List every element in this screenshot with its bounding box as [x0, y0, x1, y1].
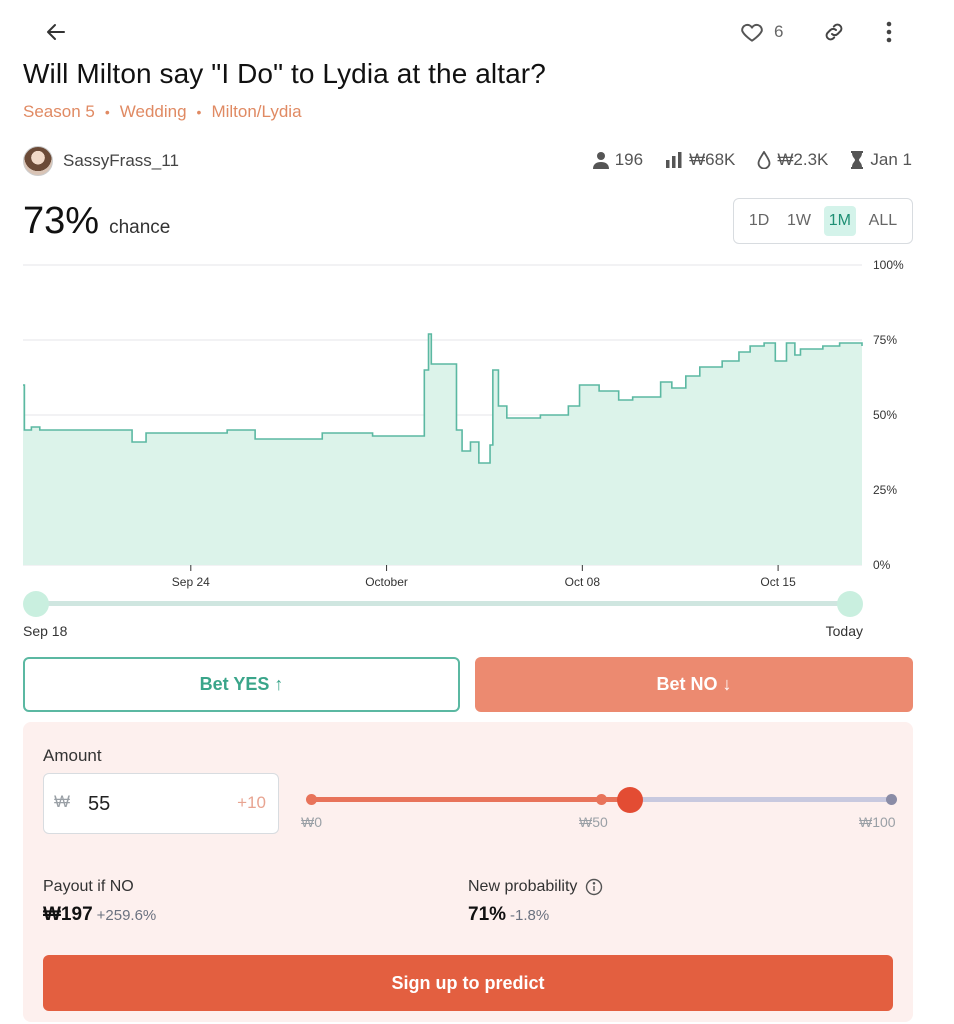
timeline-track[interactable]: [35, 601, 851, 606]
liquidity-value: ₩2.3K: [777, 150, 829, 169]
timeline-start-label: Sep 18: [23, 623, 68, 639]
timeline-start-handle[interactable]: [23, 591, 49, 617]
creator-name: SassyFrass_11: [63, 151, 179, 170]
slider-thumb[interactable]: [617, 787, 643, 813]
new-probability-label: New probability: [468, 878, 578, 895]
volume-stat: ₩68K: [665, 150, 735, 170]
probability-label: chance: [109, 217, 171, 238]
probability-value: 73%: [23, 200, 100, 242]
creator-avatar: [23, 146, 53, 176]
payout-display: ₩197 +259.6%: [43, 904, 156, 926]
amount-field[interactable]: ₩ +10: [43, 773, 279, 834]
market-stats: 196 ₩68K ₩2.3K Jan 1: [592, 150, 912, 170]
time-range-selector: 1D 1W 1M ALL: [733, 198, 913, 244]
tag-couple[interactable]: Milton/Lydia: [211, 102, 302, 121]
new-probability-display: 71% -1.8%: [468, 904, 549, 926]
slider-min-label: ₩0: [301, 814, 322, 830]
x-tick-label: October: [365, 575, 408, 589]
currency-symbol: ₩: [54, 792, 71, 811]
bet-yes-button[interactable]: Bet YES ↑: [23, 657, 460, 712]
amount-input[interactable]: [88, 786, 208, 822]
signup-button[interactable]: Sign up to predict: [43, 955, 893, 1011]
probability-chart: 100% 75% 50% 25% 0% Sep 24 October Oct 08 Oct 1…: [23, 258, 904, 589]
liquidity-stat: ₩2.3K: [757, 150, 828, 170]
slider-tick-50: [595, 794, 607, 805]
new-probability-heading: New probability: [468, 878, 603, 896]
slider-tick-0: [305, 794, 317, 805]
increment-button[interactable]: +10: [237, 793, 266, 812]
range-1m-button[interactable]: 1M: [823, 206, 856, 236]
heart-icon: [741, 23, 763, 42]
creator-link[interactable]: SassyFrass_11: [23, 146, 179, 176]
x-tick-label: Oct 15: [760, 575, 796, 589]
more-vertical-icon: [886, 21, 892, 43]
x-axis-labels: Sep 24 October Oct 08 Oct 15: [172, 565, 796, 589]
separator-dot: •: [196, 104, 202, 120]
droplet-icon: [757, 151, 771, 169]
amount-slider[interactable]: ₩0 ₩50 ₩100: [299, 780, 899, 840]
payout-label: Payout if NO: [43, 878, 134, 895]
close-date-stat: Jan 1: [850, 150, 912, 170]
new-probability-change: -1.8%: [510, 907, 550, 924]
hourglass-icon: [851, 151, 864, 169]
range-1w-button[interactable]: 1W: [787, 212, 811, 229]
market-title: Will Milton say "I Do" to Lydia at the a…: [23, 58, 546, 89]
back-button[interactable]: [40, 16, 72, 48]
info-icon[interactable]: [585, 878, 603, 896]
probability-area: [23, 334, 862, 565]
like-count: 6: [774, 22, 784, 41]
market-tags: Season 5 • Wedding • Milton/Lydia: [23, 102, 302, 122]
payout-change: +259.6%: [96, 907, 157, 924]
tag-wedding[interactable]: Wedding: [119, 102, 187, 121]
bet-panel: Amount ₩ +10 ₩0 ₩50 ₩100 Payout if NO ₩1…: [23, 722, 913, 1022]
arrow-left-icon: [47, 24, 65, 40]
y-tick-label: 25%: [873, 483, 897, 497]
probability-line: [23, 333, 863, 464]
user-icon: [592, 152, 609, 169]
slider-max-label: ₩100: [859, 814, 896, 830]
payout-value: ₩197: [43, 904, 93, 925]
y-tick-label: 0%: [873, 558, 891, 572]
like-button[interactable]: 6: [738, 16, 783, 48]
y-tick-label: 50%: [873, 408, 897, 422]
y-tick-label: 100%: [873, 258, 904, 272]
timeline-end-handle[interactable]: [837, 591, 863, 617]
amount-label: Amount: [43, 746, 102, 765]
slider-tick-100: [885, 794, 897, 805]
probability-display: 73% chance: [23, 200, 170, 243]
top-bar: 6: [0, 0, 954, 64]
bet-no-button[interactable]: Bet NO ↓: [475, 657, 913, 712]
y-axis-labels: 100% 75% 50% 25% 0%: [873, 258, 904, 572]
timeline-scrubber: Sep 18 Today: [23, 590, 863, 645]
x-tick-label: Sep 24: [172, 575, 210, 589]
slider-fill: [311, 797, 630, 802]
traders-stat: 196: [592, 150, 644, 170]
link-icon: [825, 23, 843, 41]
separator-dot: •: [104, 104, 110, 120]
close-date: Jan 1: [870, 150, 912, 169]
slider-mid-label: ₩50: [579, 814, 608, 830]
copy-link-button[interactable]: [818, 16, 850, 48]
new-probability-value: 71%: [468, 904, 507, 925]
range-all-button[interactable]: ALL: [868, 212, 898, 229]
x-tick-label: Oct 08: [565, 575, 601, 589]
more-options-button[interactable]: [873, 16, 905, 48]
range-1d-button[interactable]: 1D: [748, 212, 770, 229]
traders-count: 196: [614, 150, 644, 169]
y-tick-label: 75%: [873, 333, 897, 347]
tag-season[interactable]: Season 5: [23, 102, 95, 121]
volume-value: ₩68K: [689, 150, 736, 169]
timeline-end-label: Today: [825, 623, 863, 639]
bar-chart-icon: [666, 152, 682, 168]
